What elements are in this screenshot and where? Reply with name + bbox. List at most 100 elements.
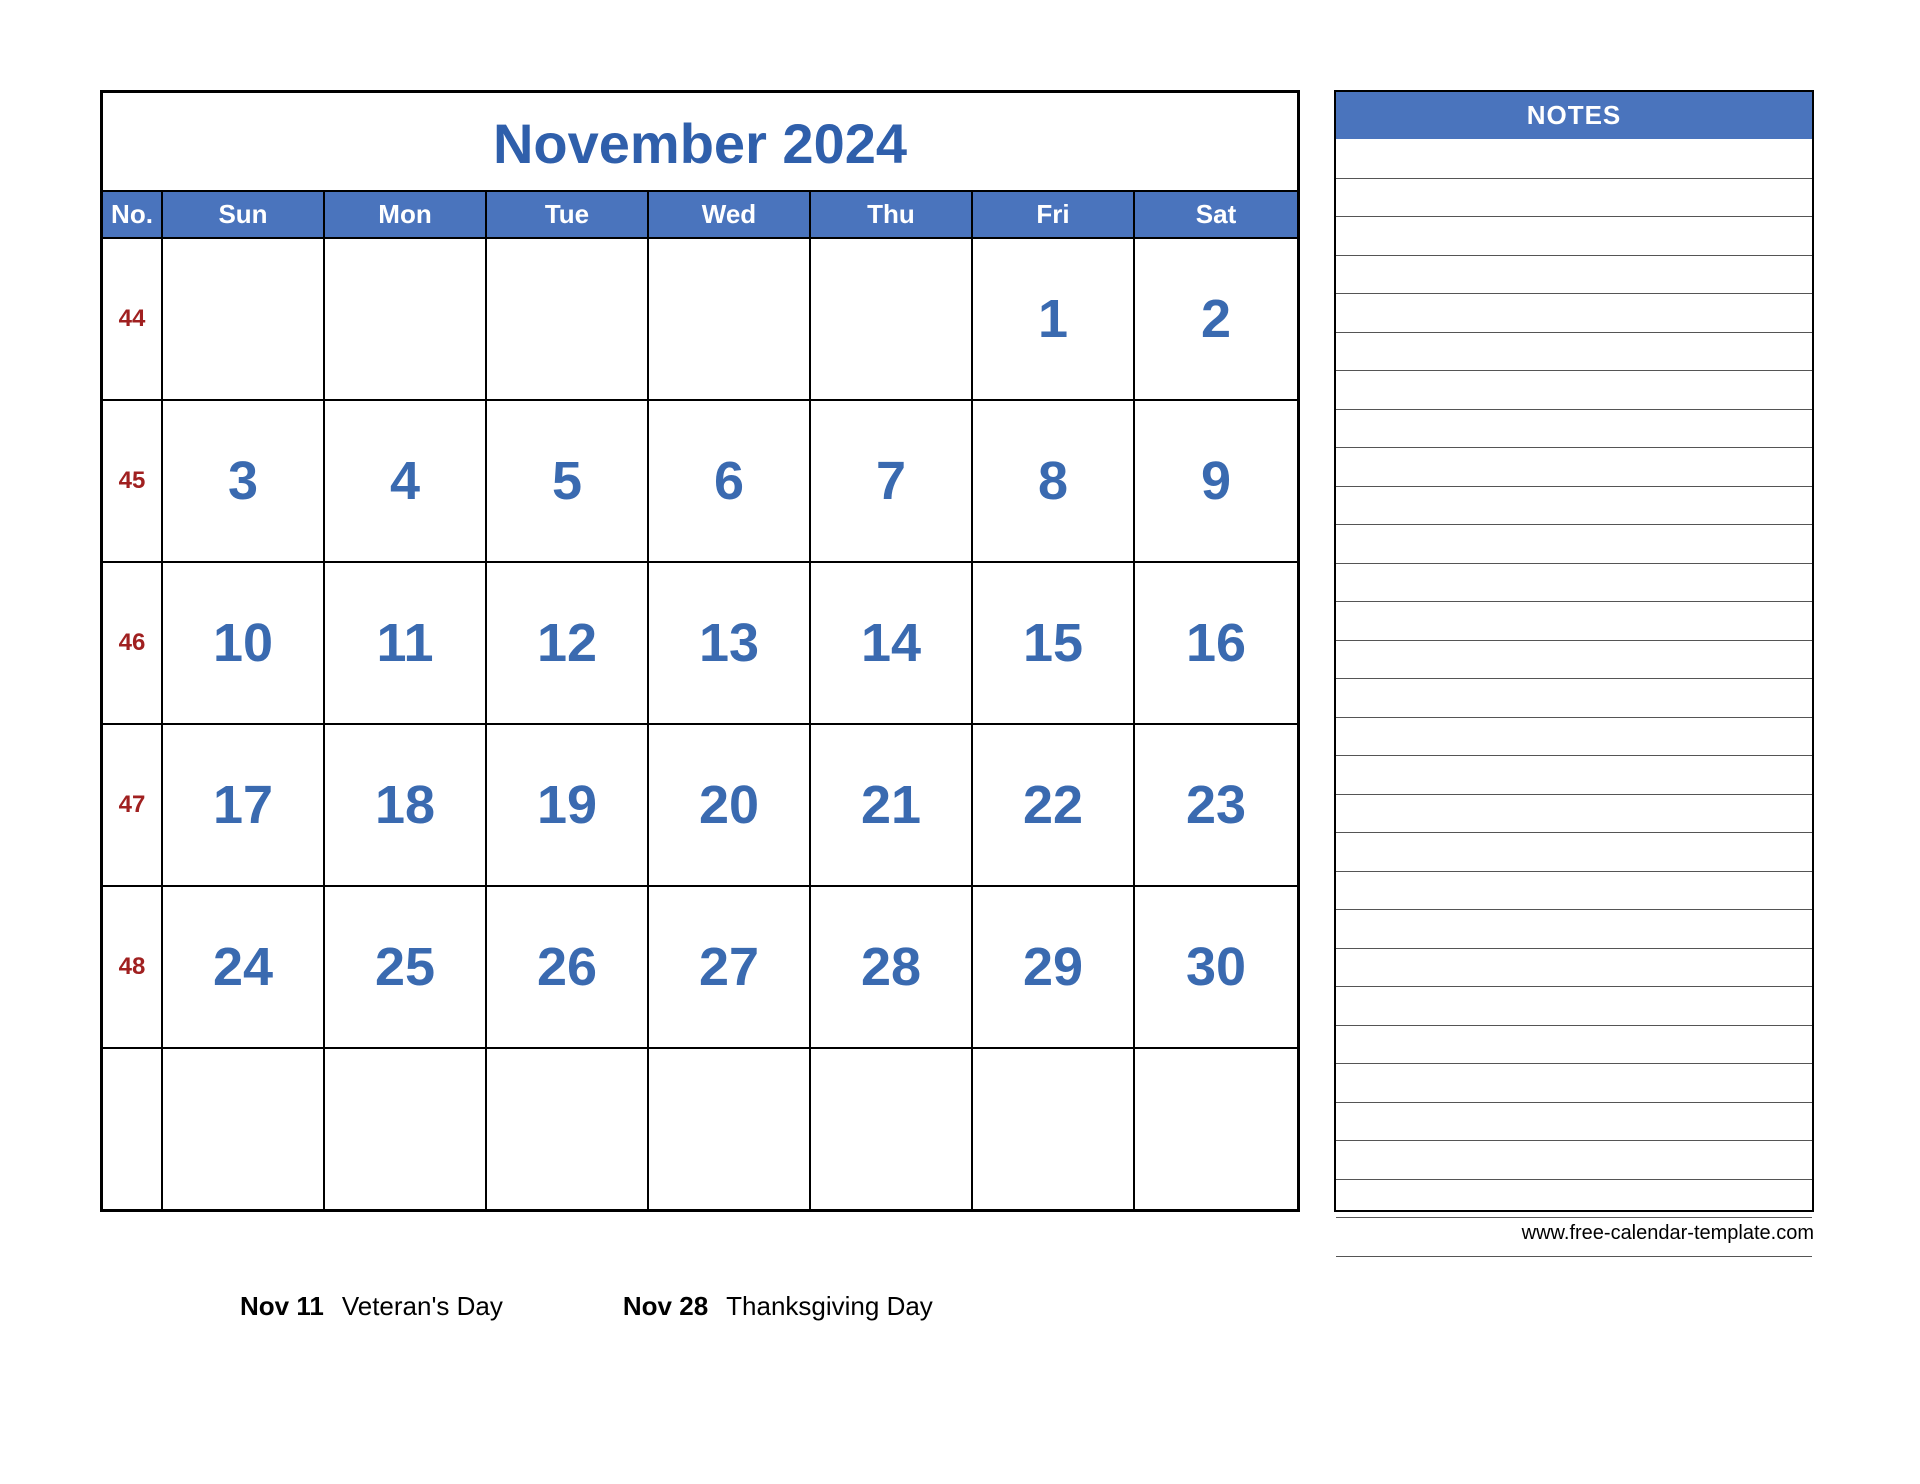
calendar-day-cell: 1 bbox=[973, 239, 1135, 399]
holidays-list: Nov 11Veteran's Day Nov 28 Thanksgiving Da… bbox=[240, 1291, 1820, 1322]
calendar-day-cell bbox=[1135, 1049, 1297, 1209]
calendar-day-cell: 12 bbox=[487, 563, 649, 723]
holiday-name: Thanksgiving Day bbox=[726, 1291, 933, 1322]
calendar-day-cell: 19 bbox=[487, 725, 649, 885]
calendar-day-cell: 21 bbox=[811, 725, 973, 885]
calendar-row: 4824252627282930 bbox=[103, 885, 1297, 1047]
calendar-day-cell: 18 bbox=[325, 725, 487, 885]
calendar-day-cell: 4 bbox=[325, 401, 487, 561]
calendar-day-cell bbox=[325, 239, 487, 399]
note-line bbox=[1336, 717, 1812, 756]
calendar-day-cell bbox=[811, 1049, 973, 1209]
calendar-day-cell: 30 bbox=[1135, 887, 1297, 1047]
calendar-day-cell: 13 bbox=[649, 563, 811, 723]
note-line bbox=[1336, 255, 1812, 294]
note-line bbox=[1336, 1102, 1812, 1141]
note-line bbox=[1336, 948, 1812, 987]
note-line bbox=[1336, 1025, 1812, 1064]
holiday-name: Veteran's Day bbox=[342, 1291, 503, 1322]
calendar-day-cell: 8 bbox=[973, 401, 1135, 561]
week-number: 44 bbox=[103, 239, 163, 399]
header-day: Sun bbox=[163, 192, 325, 237]
header-week-no: No. bbox=[103, 192, 163, 237]
calendar-day-cell: 10 bbox=[163, 563, 325, 723]
calendar-day-cell: 20 bbox=[649, 725, 811, 885]
note-line bbox=[1336, 1063, 1812, 1102]
calendar-row: 4610111213141516 bbox=[103, 561, 1297, 723]
note-line bbox=[1336, 216, 1812, 255]
right-column: NOTES www.free-calendar-template.com bbox=[1334, 90, 1814, 1245]
calendar-day-cell: 17 bbox=[163, 725, 325, 885]
calendar-day-cell: 9 bbox=[1135, 401, 1297, 561]
calendar-day-cell bbox=[811, 239, 973, 399]
week-number: 46 bbox=[103, 563, 163, 723]
calendar-day-cell: 23 bbox=[1135, 725, 1297, 885]
week-number: 45 bbox=[103, 401, 163, 561]
calendar: November 2024 No.SunMonTueWedThuFriSat 4… bbox=[100, 90, 1300, 1212]
note-line bbox=[1336, 370, 1812, 409]
header-day: Wed bbox=[649, 192, 811, 237]
note-line bbox=[1336, 486, 1812, 525]
calendar-day-cell: 5 bbox=[487, 401, 649, 561]
calendar-day-cell bbox=[487, 1049, 649, 1209]
note-line bbox=[1336, 794, 1812, 833]
calendar-row: 44 12 bbox=[103, 237, 1297, 399]
week-number bbox=[103, 1049, 163, 1209]
calendar-day-cell: 7 bbox=[811, 401, 973, 561]
calendar-body: 4412453456789461011121314151647171819202… bbox=[103, 237, 1297, 1209]
calendar-day-cell bbox=[163, 1049, 325, 1209]
note-line bbox=[1336, 409, 1812, 448]
calendar-day-cell: 28 bbox=[811, 887, 973, 1047]
holiday-item: Nov 28 Thanksgiving Day bbox=[623, 1291, 933, 1322]
note-line bbox=[1336, 178, 1812, 217]
header-day: Fri bbox=[973, 192, 1135, 237]
note-line bbox=[1336, 909, 1812, 948]
note-line bbox=[1336, 1256, 1812, 1295]
calendar-day-cell bbox=[163, 239, 325, 399]
holiday-date: Nov 28 bbox=[623, 1291, 708, 1322]
notes-panel: NOTES bbox=[1334, 90, 1814, 1212]
calendar-day-cell: 2 bbox=[1135, 239, 1297, 399]
calendar-day-cell bbox=[649, 1049, 811, 1209]
note-line bbox=[1336, 832, 1812, 871]
holiday-item: Nov 11Veteran's Day bbox=[240, 1291, 503, 1322]
calendar-header-row: No.SunMonTueWedThuFriSat bbox=[103, 192, 1297, 237]
note-line bbox=[1336, 678, 1812, 717]
calendar-row bbox=[103, 1047, 1297, 1209]
calendar-day-cell: 25 bbox=[325, 887, 487, 1047]
calendar-day-cell: 14 bbox=[811, 563, 973, 723]
calendar-day-cell: 11 bbox=[325, 563, 487, 723]
footer-url: www.free-calendar-template.com bbox=[1334, 1222, 1814, 1245]
note-line bbox=[1336, 563, 1812, 602]
page-layout: November 2024 No.SunMonTueWedThuFriSat 4… bbox=[100, 90, 1820, 1245]
header-day: Tue bbox=[487, 192, 649, 237]
header-day: Sat bbox=[1135, 192, 1297, 237]
notes-lines bbox=[1336, 139, 1812, 1294]
note-line bbox=[1336, 1179, 1812, 1218]
note-line bbox=[1336, 640, 1812, 679]
note-line bbox=[1336, 293, 1812, 332]
calendar-day-cell: 24 bbox=[163, 887, 325, 1047]
calendar-day-cell: 26 bbox=[487, 887, 649, 1047]
week-number: 48 bbox=[103, 887, 163, 1047]
calendar-day-cell bbox=[649, 239, 811, 399]
calendar-day-cell: 6 bbox=[649, 401, 811, 561]
calendar-day-cell bbox=[487, 239, 649, 399]
calendar-day-cell: 27 bbox=[649, 887, 811, 1047]
note-line bbox=[1336, 1140, 1812, 1179]
calendar-day-cell: 15 bbox=[973, 563, 1135, 723]
header-day: Mon bbox=[325, 192, 487, 237]
note-line bbox=[1336, 601, 1812, 640]
note-line bbox=[1336, 871, 1812, 910]
note-line bbox=[1336, 447, 1812, 486]
calendar-day-cell bbox=[973, 1049, 1135, 1209]
calendar-row: 4717181920212223 bbox=[103, 723, 1297, 885]
note-line bbox=[1336, 524, 1812, 563]
note-line bbox=[1336, 139, 1812, 178]
note-line bbox=[1336, 755, 1812, 794]
header-day: Thu bbox=[811, 192, 973, 237]
calendar-day-cell: 29 bbox=[973, 887, 1135, 1047]
notes-title: NOTES bbox=[1336, 92, 1812, 139]
note-line bbox=[1336, 332, 1812, 371]
calendar-day-cell: 22 bbox=[973, 725, 1135, 885]
